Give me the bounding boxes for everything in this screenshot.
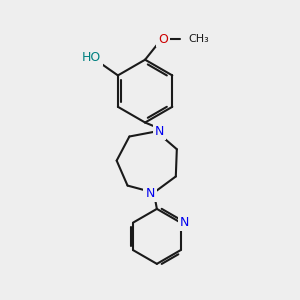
- Text: N: N: [180, 216, 189, 229]
- Text: O: O: [158, 33, 168, 46]
- Text: HO: HO: [82, 51, 101, 64]
- Text: N: N: [154, 125, 164, 138]
- Text: N: N: [145, 187, 154, 200]
- Text: CH₃: CH₃: [188, 34, 209, 44]
